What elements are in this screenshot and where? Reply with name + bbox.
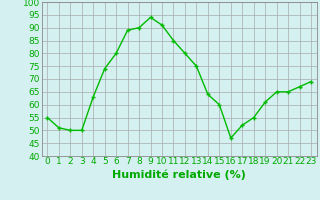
X-axis label: Humidité relative (%): Humidité relative (%) bbox=[112, 169, 246, 180]
